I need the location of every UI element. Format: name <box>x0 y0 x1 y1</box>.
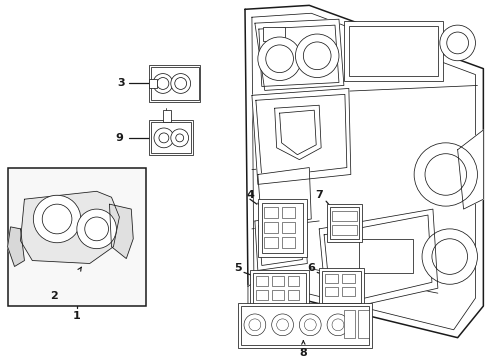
Polygon shape <box>8 227 24 266</box>
Bar <box>149 65 200 102</box>
Circle shape <box>276 319 288 331</box>
Circle shape <box>271 314 293 336</box>
Circle shape <box>174 77 186 89</box>
Bar <box>8 167 146 306</box>
Bar <box>331 225 356 235</box>
Circle shape <box>170 73 190 93</box>
Bar <box>358 239 412 273</box>
Bar <box>238 303 371 347</box>
Text: 3: 3 <box>117 78 125 89</box>
Circle shape <box>421 229 476 284</box>
Circle shape <box>446 32 468 54</box>
Bar <box>343 310 354 338</box>
Bar <box>149 120 192 155</box>
Bar <box>255 290 267 300</box>
Circle shape <box>257 37 301 81</box>
Text: 1: 1 <box>73 311 81 321</box>
Circle shape <box>248 319 260 331</box>
Bar <box>261 203 303 253</box>
Circle shape <box>326 314 348 336</box>
Circle shape <box>304 319 316 331</box>
Bar <box>263 222 277 233</box>
Circle shape <box>299 314 321 336</box>
Circle shape <box>303 42 330 69</box>
Text: 4: 4 <box>245 190 253 200</box>
Circle shape <box>244 314 265 336</box>
Bar <box>329 207 358 239</box>
Circle shape <box>154 128 173 148</box>
Bar <box>255 276 267 286</box>
Circle shape <box>413 143 476 206</box>
Polygon shape <box>251 89 350 184</box>
Bar <box>281 207 295 218</box>
Circle shape <box>153 73 172 93</box>
Bar <box>163 110 170 122</box>
Circle shape <box>265 45 293 73</box>
Bar <box>319 269 363 306</box>
Bar <box>281 237 295 248</box>
Circle shape <box>33 195 81 243</box>
Bar <box>322 271 360 303</box>
Bar <box>151 67 198 100</box>
Polygon shape <box>247 280 257 338</box>
Circle shape <box>424 154 466 195</box>
Bar <box>262 27 284 41</box>
Polygon shape <box>319 209 437 313</box>
Polygon shape <box>254 19 343 90</box>
Text: 7: 7 <box>315 190 323 200</box>
Circle shape <box>295 34 338 77</box>
Bar <box>149 78 157 89</box>
Circle shape <box>439 25 474 61</box>
Circle shape <box>157 77 168 89</box>
Bar <box>271 290 283 300</box>
Bar <box>341 274 354 283</box>
Bar <box>151 122 190 153</box>
Bar <box>341 287 354 296</box>
Circle shape <box>170 129 188 147</box>
Bar <box>325 287 337 296</box>
Bar <box>331 211 356 221</box>
Circle shape <box>175 134 183 142</box>
Polygon shape <box>274 105 321 159</box>
Bar <box>287 276 299 286</box>
Bar <box>252 273 305 307</box>
Bar <box>271 276 283 286</box>
Circle shape <box>431 239 467 274</box>
Text: 5: 5 <box>234 264 242 274</box>
Bar <box>357 310 368 338</box>
Text: 6: 6 <box>306 264 315 274</box>
Circle shape <box>159 133 168 143</box>
Text: 9: 9 <box>115 133 123 143</box>
Polygon shape <box>109 204 133 258</box>
Polygon shape <box>457 130 482 209</box>
Bar <box>249 270 308 310</box>
Bar <box>263 237 277 248</box>
Circle shape <box>84 217 108 241</box>
Polygon shape <box>20 191 119 264</box>
Bar <box>263 207 277 218</box>
Text: 2: 2 <box>50 291 58 301</box>
Circle shape <box>42 204 72 234</box>
Bar <box>348 26 437 76</box>
Polygon shape <box>254 214 306 270</box>
Circle shape <box>77 209 116 249</box>
Polygon shape <box>257 167 311 227</box>
Bar <box>325 274 337 283</box>
Text: 8: 8 <box>299 347 306 357</box>
Bar <box>343 21 442 81</box>
Bar <box>287 290 299 300</box>
Bar <box>281 222 295 233</box>
Bar <box>257 199 306 257</box>
Bar <box>241 306 368 345</box>
Bar <box>326 204 361 242</box>
Polygon shape <box>244 5 482 338</box>
Circle shape <box>331 319 343 331</box>
